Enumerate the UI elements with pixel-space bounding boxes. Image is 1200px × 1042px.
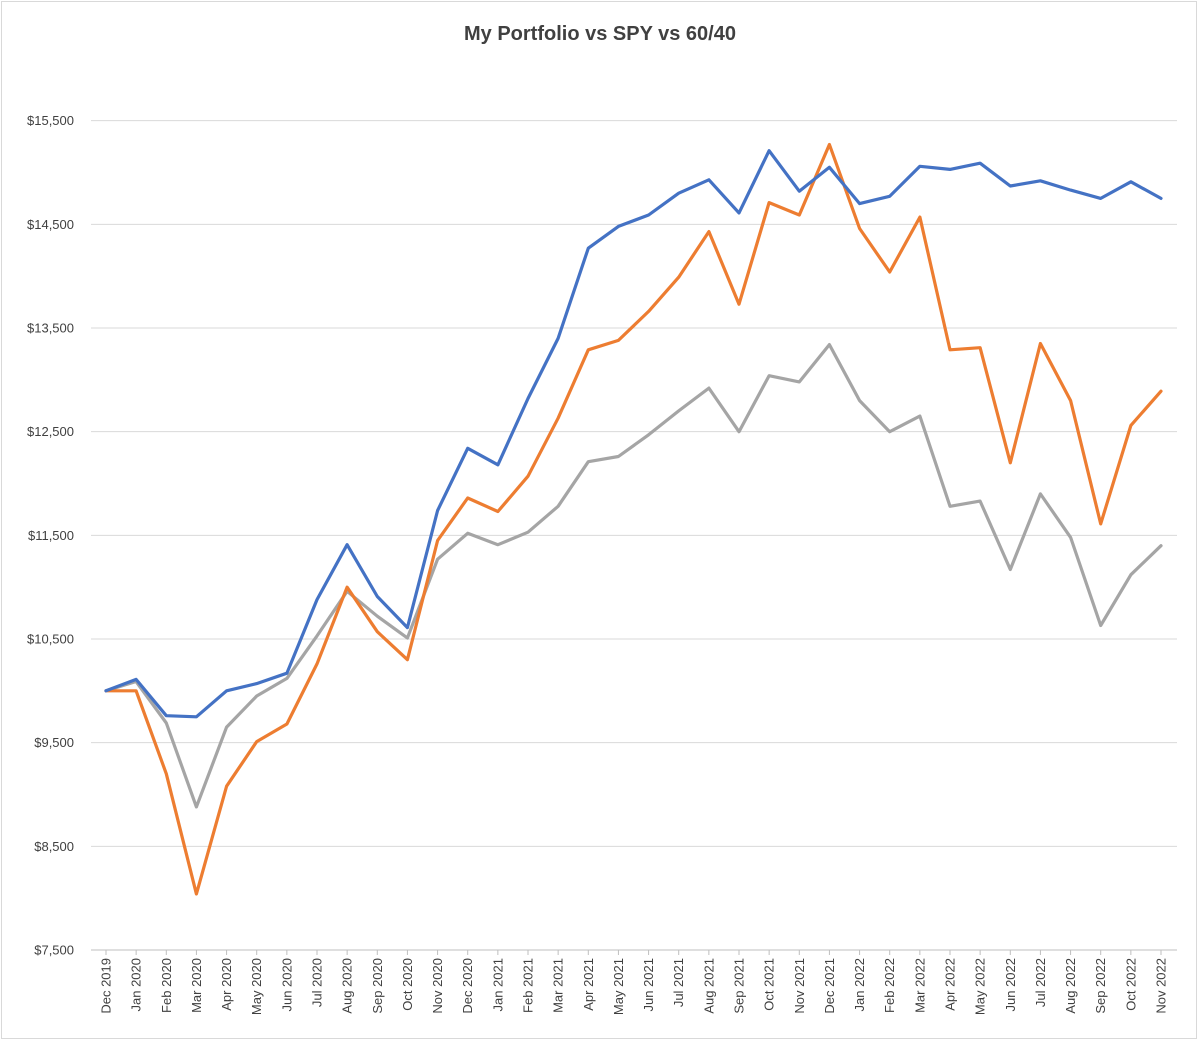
x-tick-label: Dec 2020 [460,958,475,1014]
x-tick-label: Oct 2020 [400,958,415,1011]
x-tick-label: Aug 2021 [701,958,716,1014]
y-tick-label: $12,500 [27,424,74,439]
x-tick-label: Apr 2020 [219,958,234,1011]
y-tick-label: $15,500 [27,113,74,128]
x-tick-label: Jul 2022 [1033,958,1048,1007]
x-tick-label: Nov 2022 [1154,958,1169,1014]
x-tick-label: Sep 2022 [1093,958,1108,1014]
x-tick-label: Mar 2021 [551,958,566,1013]
x-tick-label: Apr 2022 [943,958,958,1011]
series-line-1 [104,149,1163,719]
chart-title: My Portfolio vs SPY vs 60/40 [464,23,736,45]
x-tick-label: May 2020 [249,958,264,1015]
x-tick-label: Jan 2020 [129,958,144,1012]
y-tick-label: $7,500 [34,943,74,958]
y-axis-tick-labels: $7,500 $8,500 $9,500 $10,500 $11,500 $12,500 $… [27,113,74,957]
x-tick-label: Oct 2022 [1123,958,1138,1011]
x-tick-label: May 2021 [611,958,626,1015]
x-tick-label: Jan 2022 [852,958,867,1012]
x-tick-label: Aug 2020 [340,958,355,1014]
series-line-2 [104,142,1163,896]
y-tick-label: $13,500 [27,321,74,336]
x-tick-label: Jul 2020 [310,958,325,1007]
x-tick-label: Mar 2022 [912,958,927,1013]
x-tick-label: Feb 2022 [882,958,897,1013]
x-tick-label: Dec 2021 [822,958,837,1014]
y-tick-label: $8,500 [34,839,74,854]
x-tick-label: Jul 2021 [671,958,686,1007]
x-tick-label: Apr 2021 [581,958,596,1011]
x-tick-label: Jun 2022 [1003,958,1018,1012]
x-tick-label: Jan 2021 [490,958,505,1012]
x-tick-label: May 2022 [973,958,988,1015]
x-axis-tick-labels: Dec 2019 Jan 2020 Feb 2020 Mar 2020 Apr 2020… [99,958,1169,1015]
y-tick-label: $14,500 [27,217,74,232]
x-tick-label: Sep 2020 [370,958,385,1014]
x-tick-label: Oct 2021 [762,958,777,1011]
x-tick-label: Jun 2020 [279,958,294,1012]
x-tick-label: Jun 2021 [641,958,656,1012]
x-tick-label: Aug 2022 [1063,958,1078,1014]
gridlines [91,120,1177,951]
x-tick-label: Nov 2021 [792,958,807,1014]
series-line-3 [104,343,1163,809]
y-tick-label: $11,500 [28,528,74,543]
x-tick-label: Sep 2021 [732,958,747,1014]
y-tick-label: $10,500 [27,632,74,647]
x-tick-label: Dec 2019 [99,958,114,1014]
y-tick-label: $9,500 [34,735,74,750]
x-tick-label: Nov 2020 [430,958,445,1014]
x-axis [105,950,1162,955]
x-tick-label: Feb 2020 [159,958,174,1013]
series-lines [104,142,1163,896]
x-tick-label: Mar 2020 [189,958,204,1013]
x-tick-label: Feb 2021 [521,958,536,1013]
